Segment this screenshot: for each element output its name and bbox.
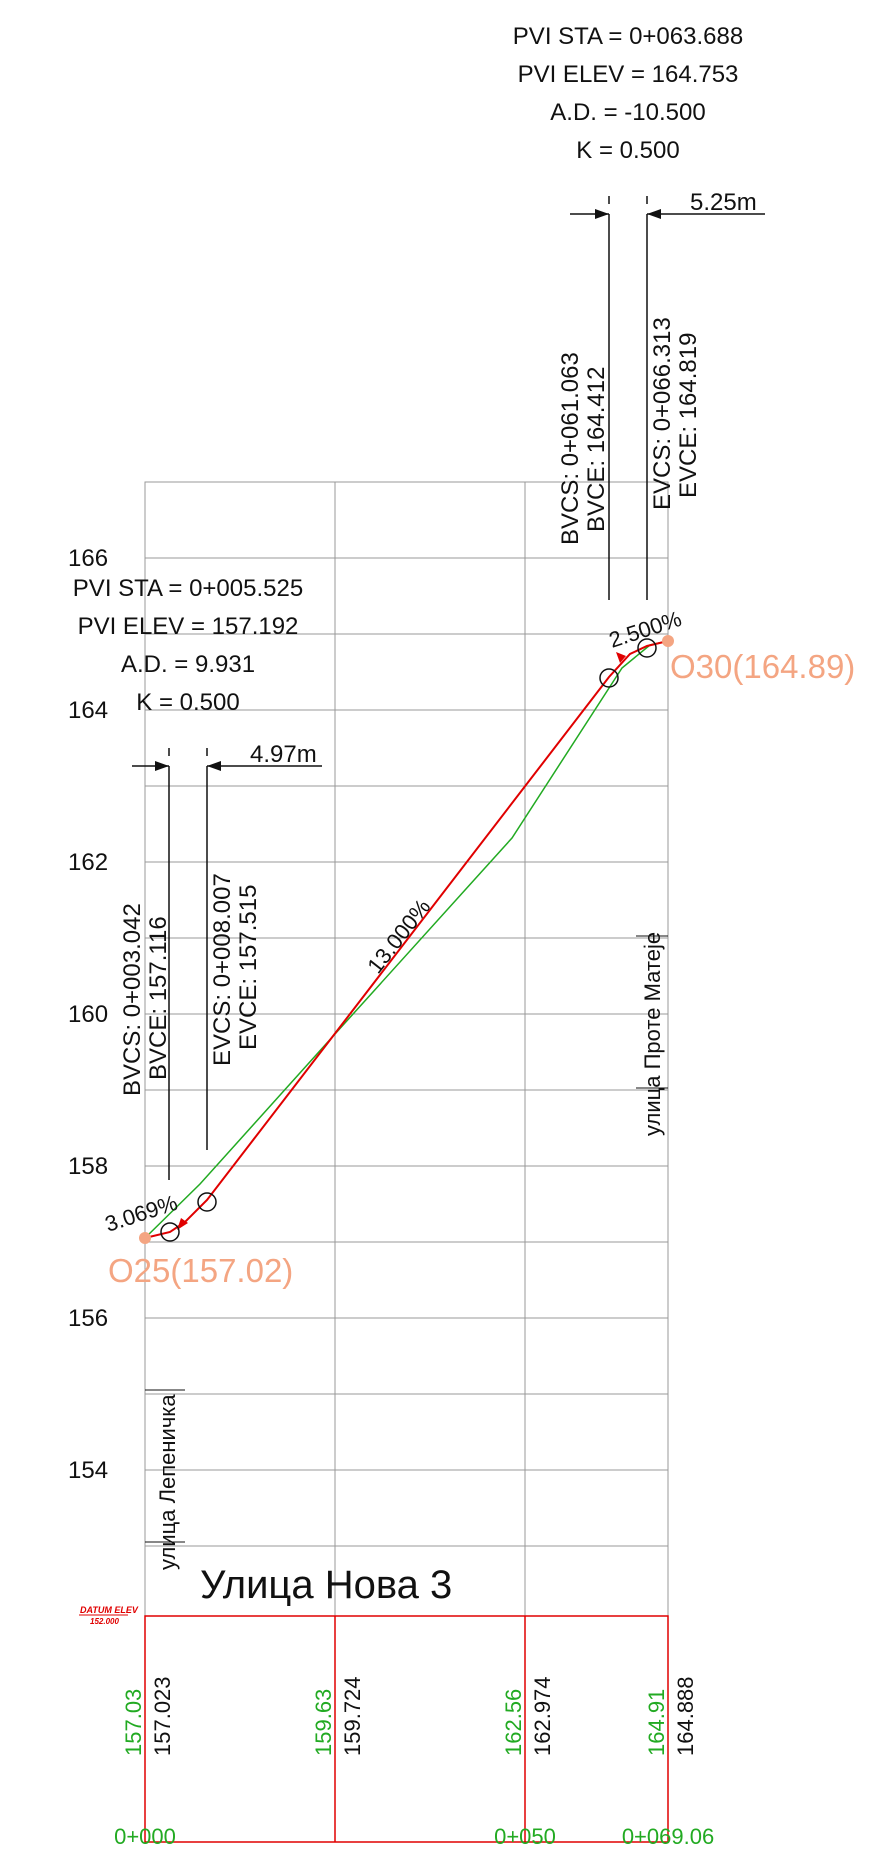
existing-elev-value: 162.56 [501, 1689, 526, 1756]
data-band [144, 1615, 669, 1843]
bottom-bvcs: BVCS: 0+003.042 [119, 903, 146, 1096]
band-values: 157.03 157.023 159.63 159.724 162.56 162… [121, 1676, 698, 1756]
top-bvc-marker [599, 668, 619, 688]
top-vc-length: 5.25m [690, 189, 757, 216]
top-pvi-annotation: PVI STA = 0+063.688 PVI ELEV = 164.753 A… [513, 23, 765, 600]
datum-label: DATUM ELEV 152.000 [79, 1605, 139, 1626]
bottom-pvi-sta: PVI STA = 0+005.525 [73, 575, 303, 602]
top-evce: EVCE: 164.819 [675, 333, 702, 498]
top-pvi-ad: A.D. = -10.500 [550, 99, 705, 126]
elev-tick: 160 [68, 1001, 108, 1028]
datum-line2: 152.000 [90, 1617, 119, 1626]
right-street-marker: улица Проте Матеје [636, 932, 668, 1136]
bottom-evce: EVCE: 157.515 [235, 885, 262, 1050]
grade-middle-label: 13.000% [362, 894, 435, 978]
bottom-vc-length: 4.97m [250, 741, 317, 768]
grade-end-label: 2.500% [606, 606, 685, 653]
top-evcs: EVCS: 0+066.313 [649, 317, 676, 510]
station-axis: 0+000 0+050 0+069.06 [114, 1824, 714, 1849]
right-street-label: улица Проте Матеје [640, 932, 665, 1136]
end-point-marker [662, 635, 674, 647]
street-title: Улица Нова 3 [200, 1563, 452, 1607]
station-label: 0+050 [494, 1824, 556, 1849]
vc-markers [160, 638, 657, 1242]
existing-elev-value: 164.91 [644, 1689, 669, 1756]
start-point-label: O25(157.02) [108, 1252, 293, 1289]
bottom-evcs: EVCS: 0+008.007 [209, 873, 236, 1066]
bottom-pvi-annotation: PVI STA = 0+005.525 PVI ELEV = 157.192 A… [73, 575, 322, 1180]
bottom-pvi-ad: A.D. = 9.931 [121, 651, 255, 678]
bottom-pvi-k: K = 0.500 [136, 689, 239, 716]
elevation-axis: 166 164 162 160 158 156 154 [68, 545, 108, 1484]
design-elev-value: 164.888 [673, 1676, 698, 1756]
existing-elev-value: 157.03 [121, 1689, 146, 1756]
top-evc-marker [637, 638, 657, 658]
bottom-evc-marker [197, 1192, 217, 1212]
design-elev-value: 162.974 [530, 1676, 555, 1756]
left-street-marker: улица Лепеничка [145, 1389, 185, 1570]
elev-tick: 164 [68, 697, 108, 724]
elev-tick: 156 [68, 1305, 108, 1332]
left-street-label: улица Лепеничка [155, 1394, 180, 1570]
top-bvcs: BVCS: 0+061.063 [557, 352, 584, 545]
top-pvi-elev: PVI ELEV = 164.753 [518, 61, 739, 88]
datum-line1: DATUM ELEV [80, 1605, 139, 1615]
design-elev-value: 159.724 [340, 1676, 365, 1756]
top-bvce: BVCE: 164.412 [583, 367, 610, 532]
top-pvi-k: K = 0.500 [576, 137, 679, 164]
station-label: 0+069.06 [622, 1824, 714, 1849]
station-label: 0+000 [114, 1824, 176, 1849]
start-point-marker [139, 1232, 151, 1244]
bottom-bvce: BVCE: 157.116 [145, 916, 172, 1080]
design-grade-line [139, 635, 674, 1244]
elev-tick: 154 [68, 1457, 108, 1484]
end-point-label: O30(164.89) [670, 648, 855, 685]
elev-tick: 162 [68, 849, 108, 876]
bottom-bvc-marker [160, 1222, 180, 1242]
bottom-pvi-elev: PVI ELEV = 157.192 [78, 613, 299, 640]
profile-grid [144, 481, 669, 1617]
elev-tick: 158 [68, 1153, 108, 1180]
design-elev-value: 157.023 [150, 1676, 175, 1756]
grade-start-label: 3.069% [102, 1190, 181, 1237]
existing-elev-value: 159.63 [311, 1689, 336, 1756]
top-pvi-sta: PVI STA = 0+063.688 [513, 23, 743, 50]
elev-tick: 166 [68, 545, 108, 572]
